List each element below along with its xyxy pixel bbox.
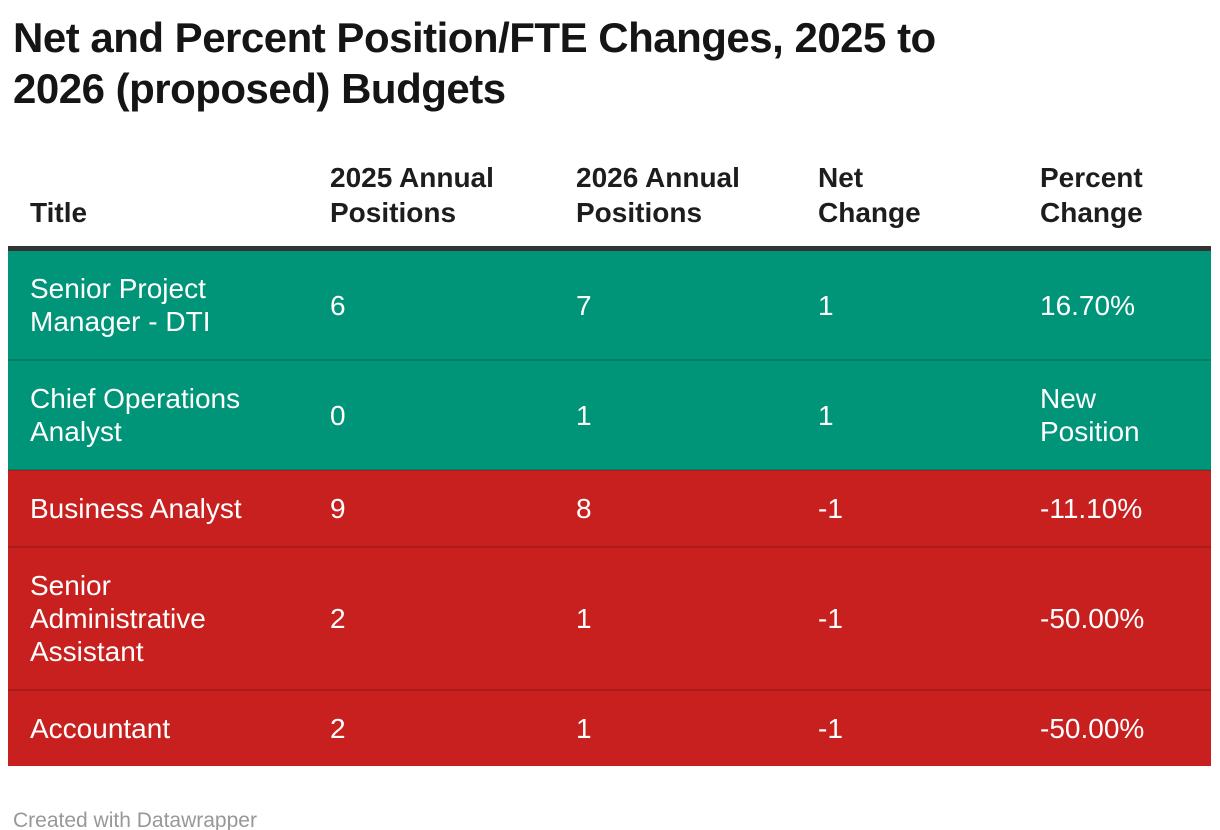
cell-2026-positions: 1	[576, 546, 818, 690]
chart-title: Net and Percent Position/FTE Changes, 20…	[13, 14, 936, 112]
cell-net-change: 1	[818, 359, 1040, 470]
cell-title: Business Analyst	[8, 469, 330, 547]
cell-net-change: -1	[818, 469, 1040, 547]
table-row: Chief Operations Analyst 0 1 1 New Posit…	[8, 359, 1211, 470]
column-header-2026-annual-positions: 2026 Annual Positions	[576, 160, 818, 251]
table-row: Senior Project Manager - DTI 6 7 1 16.70…	[8, 248, 1211, 360]
cell-net-change: -1	[818, 546, 1040, 690]
cell-2025-positions: 6	[330, 248, 576, 360]
cell-2026-positions: 1	[576, 689, 818, 766]
cell-percent-change: New Position	[1040, 359, 1211, 470]
cell-2025-positions: 9	[330, 469, 576, 547]
data-table: Title 2025 Annual Positions 2026 Annual …	[8, 160, 1211, 766]
column-header-2025-annual-positions: 2025 Annual Positions	[330, 160, 576, 251]
cell-percent-change: 16.70%	[1040, 248, 1211, 360]
column-header-percent-change: Percent Change	[1040, 160, 1211, 251]
cell-2025-positions: 2	[330, 546, 576, 690]
cell-2025-positions: 0	[330, 359, 576, 470]
cell-title: Chief Operations Analyst	[8, 359, 330, 470]
cell-percent-change: -50.00%	[1040, 546, 1211, 690]
datawrapper-credit-link[interactable]: Created with Datawrapper	[13, 809, 257, 830]
table-row: Senior Administrative Assistant 2 1 -1 -…	[8, 546, 1211, 690]
column-header-net-change: Net Change	[818, 160, 1040, 251]
cell-percent-change: -11.10%	[1040, 469, 1211, 547]
cell-percent-change: -50.00%	[1040, 689, 1211, 766]
table-header-row: Title 2025 Annual Positions 2026 Annual …	[8, 160, 1211, 251]
table-row: Business Analyst 9 8 -1 -11.10%	[8, 469, 1211, 547]
cell-title: Senior Project Manager - DTI	[8, 248, 330, 360]
cell-2026-positions: 1	[576, 359, 818, 470]
cell-net-change: -1	[818, 689, 1040, 766]
cell-title: Senior Administrative Assistant	[8, 546, 330, 690]
cell-2026-positions: 8	[576, 469, 818, 547]
cell-2026-positions: 7	[576, 248, 818, 360]
cell-net-change: 1	[818, 248, 1040, 360]
table-row: Accountant 2 1 -1 -50.00%	[8, 689, 1211, 766]
chart-footer: Created with Datawrapper	[13, 808, 1220, 830]
cell-2025-positions: 2	[330, 689, 576, 766]
column-header-title: Title	[8, 160, 330, 251]
cell-title: Accountant	[8, 689, 330, 766]
